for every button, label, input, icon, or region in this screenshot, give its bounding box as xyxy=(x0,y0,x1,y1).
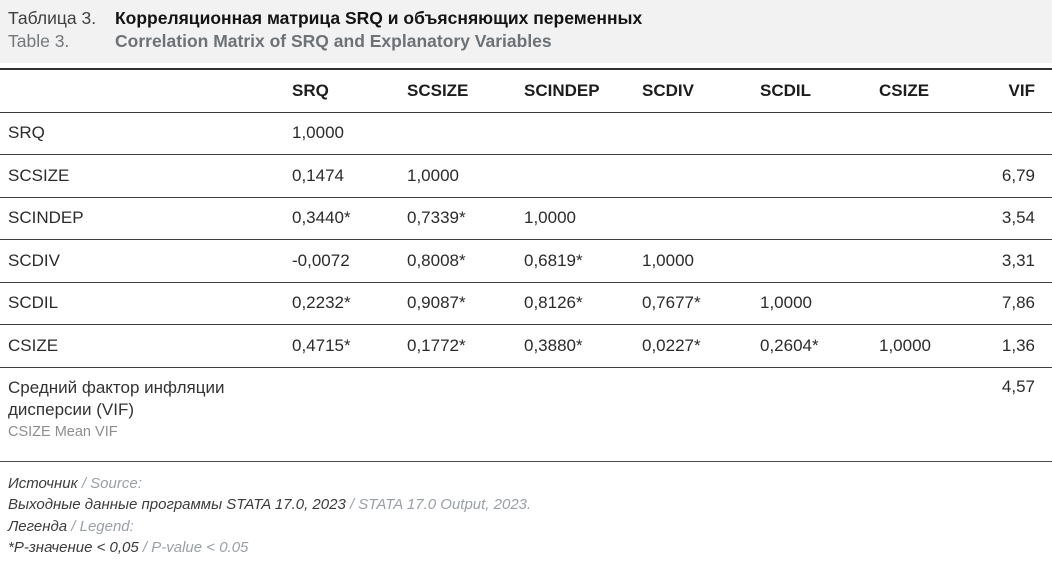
caption-title-ru: Корреляционная матрица SRQ и объясняющих… xyxy=(115,8,643,28)
cell-value: 0,3440* xyxy=(292,197,407,240)
cell-value: 0,6819* xyxy=(524,239,642,283)
cell-value: 0,8126* xyxy=(524,282,642,325)
cell-value xyxy=(642,154,760,198)
cell-value: 1,0000 xyxy=(524,197,642,240)
column-header-scdiv: SCDIV xyxy=(642,68,760,113)
table-row: CSIZE 0,4715* 0,1772* 0,3880* 0,0227* 0,… xyxy=(0,324,1052,368)
cell-vif: 1,36 xyxy=(995,324,1052,368)
table-row: SCSIZE 0,1474 1,0000 6,79 xyxy=(0,154,1052,198)
cell-value: 1,0000 xyxy=(642,239,760,283)
mean-vif-label: Средний фактор инфляции дисперсии (VIF) … xyxy=(0,367,995,462)
note-legend-body: *P-значение < 0,05 / P-value < 0.05 xyxy=(8,537,1042,559)
table-notes: Источник / Source: Выходные данные прогр… xyxy=(0,462,1052,559)
cell-value: 0,9087* xyxy=(407,282,524,325)
row-label: SRQ xyxy=(0,112,292,155)
cell-vif: 3,31 xyxy=(995,239,1052,283)
column-header-scindep: SCINDEP xyxy=(524,68,642,113)
table-caption: Таблица 3. Корреляционная матрица SRQ и о… xyxy=(0,0,1052,63)
table-row: SCINDEP 0,3440* 0,7339* 1,0000 3,54 xyxy=(0,197,1052,240)
cell-value: 1,0000 xyxy=(760,282,879,325)
column-header-empty xyxy=(0,68,292,113)
mean-vif-label-en: CSIZE Mean VIF xyxy=(8,423,118,440)
note-source-body-en: / STATA 17.0 Output, 2023. xyxy=(349,496,532,513)
correlation-table: SRQ SCSIZE SCINDEP SCDIV SCDIL CSIZE VIF… xyxy=(0,68,1052,462)
cell-value: 0,1474 xyxy=(292,154,407,198)
cell-value xyxy=(524,112,642,155)
row-label: SCINDEP xyxy=(0,197,292,240)
cell-value: 0,3880* xyxy=(524,324,642,368)
cell-value xyxy=(879,239,995,283)
note-legend-label: Легенда / Legend: xyxy=(8,516,1042,538)
note-source-body: Выходные данные программы STATA 17.0, 20… xyxy=(8,494,1042,516)
note-legend-body-ru: *P-значение < 0,05 xyxy=(8,539,143,556)
cell-value xyxy=(879,112,995,155)
cell-value xyxy=(642,197,760,240)
cell-value xyxy=(760,239,879,283)
row-label: CSIZE xyxy=(0,324,292,368)
note-source-en: / Source: xyxy=(81,474,142,492)
cell-vif xyxy=(995,112,1052,155)
caption-number-en: Table 3. xyxy=(8,31,70,51)
cell-value: 1,0000 xyxy=(292,112,407,155)
table-row: SCDIV -0,0072 0,8008* 0,6819* 1,0000 3,3… xyxy=(0,239,1052,283)
mean-vif-label-ru: Средний фактор инфляции дисперсии (VIF) xyxy=(8,377,225,419)
mean-vif-value: 4,57 xyxy=(995,367,1052,462)
cell-value: 1,0000 xyxy=(879,324,995,368)
cell-value: 1,0000 xyxy=(407,154,524,198)
column-header-vif: VIF xyxy=(995,68,1052,113)
cell-value: 0,7339* xyxy=(407,197,524,240)
note-source-body-ru: Выходные данные программы STATA 17.0, 20… xyxy=(8,496,350,513)
note-legend-ru: Легенда xyxy=(8,517,72,535)
row-label: SCDIV xyxy=(0,239,292,283)
cell-value xyxy=(760,112,879,155)
column-header-scdil: SCDIL xyxy=(760,68,879,113)
cell-value: 0,2232* xyxy=(292,282,407,325)
cell-value xyxy=(879,154,995,198)
cell-value: 0,0227* xyxy=(642,324,760,368)
cell-value xyxy=(879,197,995,240)
table-row: SRQ 1,0000 xyxy=(0,112,1052,155)
cell-value xyxy=(879,282,995,325)
cell-value xyxy=(760,197,879,240)
column-header-scsize: SCSIZE xyxy=(407,68,524,113)
caption-number-ru: Таблица 3. xyxy=(8,8,97,28)
cell-value: 0,2604* xyxy=(760,324,879,368)
column-header-csize: CSIZE xyxy=(879,68,995,113)
cell-vif: 6,79 xyxy=(995,154,1052,198)
cell-value: 0,4715* xyxy=(292,324,407,368)
table-row: SCDIL 0,2232* 0,9087* 0,8126* 0,7677* 1,… xyxy=(0,282,1052,325)
note-source-ru: Источник xyxy=(8,474,82,492)
caption-line-en: Table 3. Correlation Matrix of SRQ and Ex… xyxy=(8,30,1042,53)
cell-vif: 3,54 xyxy=(995,197,1052,240)
mean-vif-row: Средний фактор инфляции дисперсии (VIF) … xyxy=(0,367,1052,462)
cell-value xyxy=(642,112,760,155)
note-legend-en: / Legend: xyxy=(71,517,134,535)
cell-value xyxy=(524,154,642,198)
cell-value: 0,7677* xyxy=(642,282,760,325)
cell-vif: 7,86 xyxy=(995,282,1052,325)
note-source-label: Источник / Source: xyxy=(8,473,1042,495)
cell-value: -0,0072 xyxy=(292,239,407,283)
column-header-srq: SRQ xyxy=(292,68,407,113)
cell-value: 0,1772* xyxy=(407,324,524,368)
note-legend-body-en: / P-value < 0.05 xyxy=(142,539,249,556)
row-label: SCDIL xyxy=(0,282,292,325)
cell-value xyxy=(760,154,879,198)
caption-title-en: Correlation Matrix of SRQ and Explanator… xyxy=(115,31,552,51)
cell-value: 0,8008* xyxy=(407,239,524,283)
cell-value xyxy=(407,112,524,155)
header-row: SRQ SCSIZE SCINDEP SCDIV SCDIL CSIZE VIF xyxy=(0,68,1052,113)
caption-line-ru: Таблица 3. Корреляционная матрица SRQ и о… xyxy=(8,7,1042,30)
row-label: SCSIZE xyxy=(0,154,292,198)
